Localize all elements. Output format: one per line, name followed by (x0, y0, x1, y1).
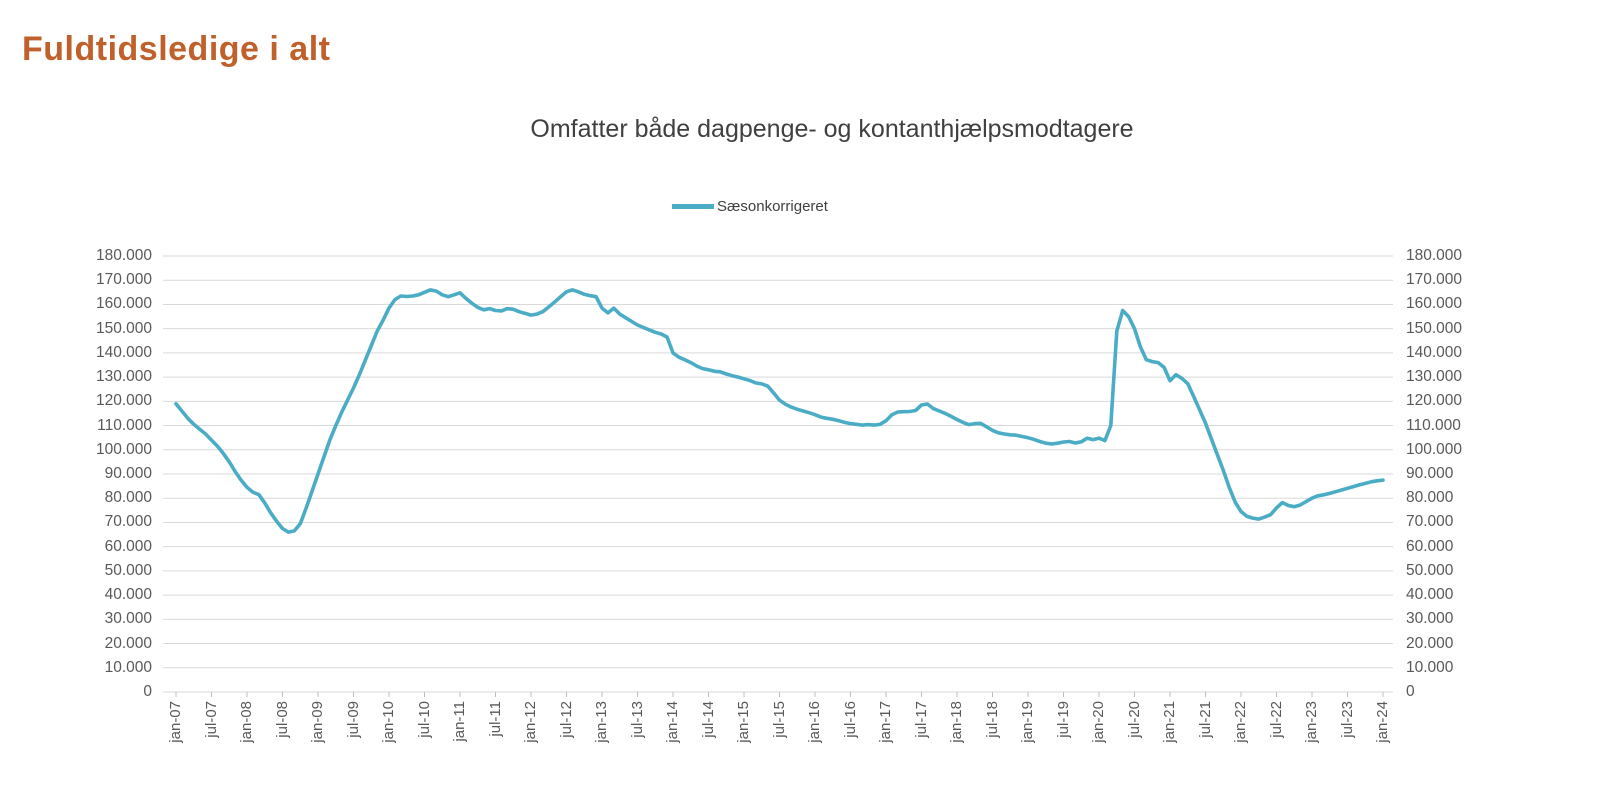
x-axis-label: jul-07 (202, 701, 220, 738)
y-axis-label-right: 160.000 (1406, 295, 1463, 313)
x-axis-label: jul-08 (273, 701, 291, 738)
y-axis-label-left: 170.000 (95, 271, 152, 289)
y-axis-label-left: 70.000 (104, 513, 152, 531)
x-axis-label: jan-22 (1232, 701, 1249, 743)
x-axis-label: jan-08 (238, 701, 255, 743)
y-axis-label-left: 30.000 (104, 610, 152, 628)
y-axis-label-left: 120.000 (95, 392, 152, 410)
y-axis-label-right: 140.000 (1406, 343, 1463, 361)
y-axis-label-right: 90.000 (1406, 465, 1454, 482)
x-axis-label: jan-15 (735, 701, 752, 743)
chart-legend: Sæsonkorrigeret (600, 198, 900, 215)
y-axis-label-right: 70.000 (1406, 513, 1454, 531)
x-axis-label: jan-18 (948, 701, 965, 743)
y-axis-label-right: 100.000 (1406, 440, 1463, 458)
y-axis-label-right: 30.000 (1406, 610, 1454, 628)
y-axis-label-left: 60.000 (104, 537, 152, 555)
y-axis-label-right: 40.000 (1406, 586, 1454, 604)
x-axis-label: jul-22 (1267, 701, 1285, 738)
y-axis-label-right: 110.000 (1406, 416, 1461, 434)
page-title: Fuldtidsledige i alt (22, 30, 331, 68)
x-axis-label: jul-10 (415, 701, 433, 738)
x-axis-label: jul-17 (912, 701, 930, 738)
x-axis-label: jul-18 (983, 701, 1001, 738)
x-axis-label: jan-13 (593, 701, 610, 743)
y-axis-label-left: 80.000 (104, 489, 152, 507)
legend-line-marker-icon (672, 204, 715, 209)
x-axis-label: jan-23 (1303, 701, 1320, 743)
x-axis-label: jan-21 (1161, 701, 1178, 743)
x-axis-label: jul-14 (699, 701, 717, 738)
y-axis-label-left: 130.000 (95, 368, 152, 386)
x-axis-label: jan-19 (1019, 701, 1036, 743)
y-axis-label-left: 180.000 (95, 247, 152, 264)
x-axis-label: jul-09 (344, 701, 362, 738)
y-axis-label-left: 150.000 (95, 319, 152, 337)
y-axis-label-left: 50.000 (104, 561, 152, 579)
y-axis-label-right: 170.000 (1406, 271, 1463, 289)
x-axis-label: jul-11 (486, 701, 504, 737)
y-axis-label-right: 150.000 (1406, 319, 1463, 337)
x-axis-label: jul-15 (770, 701, 788, 738)
x-axis-label: jul-19 (1054, 701, 1072, 738)
y-axis-label-left: 0 (143, 683, 152, 700)
y-axis-label-left: 40.000 (104, 586, 152, 604)
y-axis-label-left: 90.000 (104, 465, 152, 482)
y-axis-label-right: 180.000 (1406, 247, 1463, 264)
y-axis-label-right: 50.000 (1406, 561, 1454, 579)
y-axis-label-left: 160.000 (95, 295, 152, 313)
x-axis-label: jan-07 (167, 701, 184, 743)
x-axis-label: jan-09 (309, 701, 326, 743)
y-axis-label-left: 20.000 (104, 634, 152, 652)
x-axis-label: jan-14 (664, 701, 681, 743)
y-axis-label-left: 110.000 (97, 416, 152, 434)
y-axis-label-left: 140.000 (95, 343, 152, 361)
x-axis-label: jul-23 (1338, 701, 1356, 738)
chart-title: Omfatter både dagpenge- og kontanthjælps… (530, 115, 1134, 143)
x-axis-label: jan-12 (522, 701, 539, 743)
y-axis-label-left: 10.000 (104, 658, 152, 676)
series-line-saesonkorrigeret (174, 288, 1385, 534)
x-axis-label: jan-17 (877, 701, 894, 743)
y-axis-label-right: 120.000 (1406, 392, 1463, 410)
x-axis-label: jan-11 (451, 701, 468, 742)
y-axis-label-right: 20.000 (1406, 634, 1454, 652)
legend-series-label: Sæsonkorrigeret (717, 198, 828, 215)
x-axis-label: jul-20 (1125, 701, 1143, 738)
y-axis-label-right: 80.000 (1406, 489, 1454, 507)
x-axis-label: jul-13 (628, 701, 646, 738)
y-axis-label-right: 60.000 (1406, 537, 1454, 555)
x-axis-label: jul-12 (557, 701, 575, 738)
y-axis-label-left: 100.000 (95, 440, 152, 458)
x-axis-label: jul-21 (1196, 701, 1214, 738)
y-axis-label-right: 130.000 (1406, 368, 1463, 386)
x-axis-label: jan-10 (380, 701, 397, 743)
y-axis-label-right: 10.000 (1406, 658, 1454, 676)
x-axis-label: jan-20 (1090, 701, 1107, 743)
x-axis-label: jan-16 (806, 701, 823, 743)
x-axis-label: jan-24 (1374, 701, 1391, 743)
y-axis-label-right: 0 (1406, 683, 1415, 700)
x-axis-label: jul-16 (841, 701, 859, 738)
